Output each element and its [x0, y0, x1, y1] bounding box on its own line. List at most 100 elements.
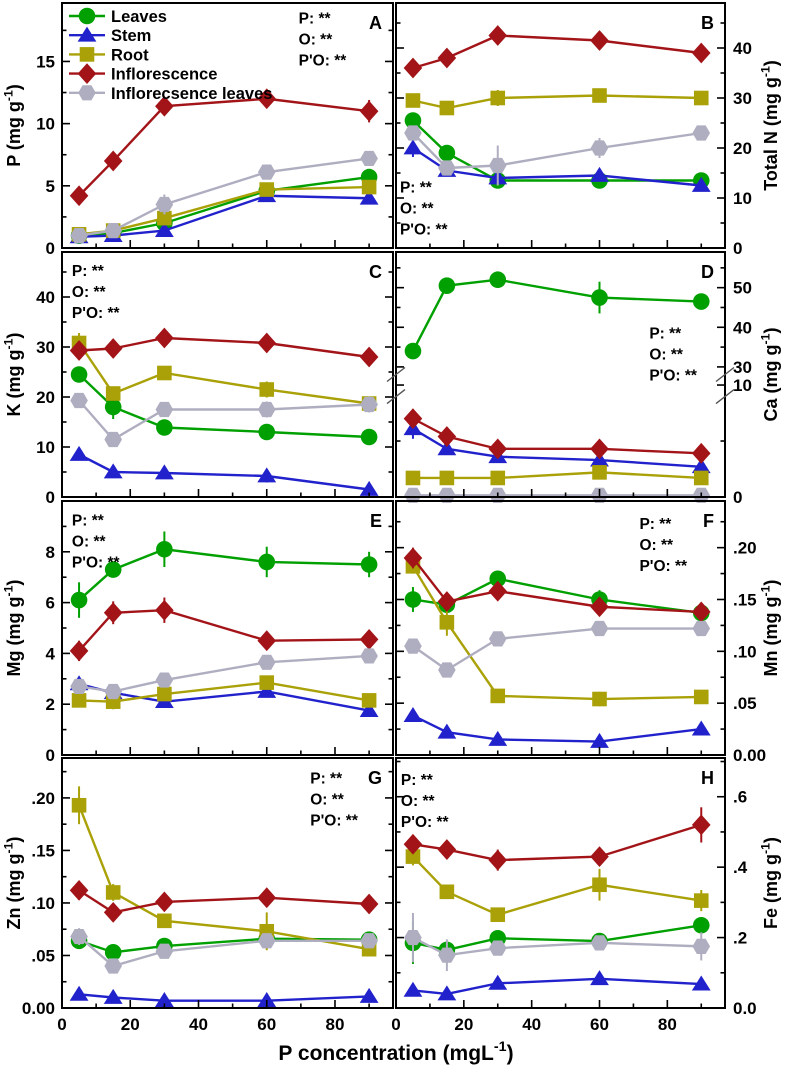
infl_leaves-marker	[692, 620, 711, 637]
y-tick-label: 0.00	[22, 999, 55, 1018]
y-tick-label: 10	[36, 438, 55, 457]
stats-annotation: P'O: **	[72, 305, 121, 322]
y-tick-label: 40	[733, 318, 752, 337]
leaves-marker	[70, 366, 88, 383]
root-legend-marker	[79, 47, 95, 62]
panel-letter: D	[701, 262, 714, 282]
infl_leaves-marker	[155, 196, 174, 213]
stats-annotation: P'O: **	[400, 221, 449, 238]
root-marker	[71, 693, 87, 708]
stem-marker	[103, 463, 123, 479]
stats-annotation: O: **	[310, 792, 345, 809]
infl_leaves-marker	[104, 431, 122, 448]
stem-marker	[103, 988, 123, 1004]
y-tick-label: 0	[46, 239, 55, 258]
inflorescence-marker	[590, 846, 609, 867]
stem-marker	[154, 464, 174, 480]
y-tick-label: 10	[733, 376, 752, 395]
root-marker	[157, 913, 172, 929]
x-tick-label: 60	[257, 1015, 276, 1034]
y-tick-label: 5	[46, 177, 55, 196]
inflorescence-marker	[257, 630, 277, 652]
root-marker	[259, 382, 275, 397]
panel-border	[61, 757, 394, 1009]
y-axis-title-A: P (mg g-1)	[1, 84, 24, 167]
y-tick-label: 6	[46, 594, 55, 613]
inflorescence-marker	[69, 185, 89, 207]
infl_leaves-marker	[70, 678, 88, 695]
inflorescence-marker	[103, 902, 123, 923]
inflorescence-series	[69, 327, 379, 368]
root-marker	[490, 90, 506, 106]
y-tick-label: 0	[46, 488, 55, 507]
stem-marker	[488, 974, 508, 990]
infl_leaves-series	[70, 392, 378, 448]
stats-annotation: O: **	[72, 284, 107, 301]
inflorescence-marker	[590, 30, 609, 51]
y-tick-label: .20	[31, 789, 55, 808]
inflorescence-series	[403, 807, 711, 871]
root-marker	[693, 689, 709, 705]
leaves-marker	[438, 144, 456, 162]
panel-border	[395, 757, 726, 1009]
stats-annotation: O: **	[649, 347, 684, 364]
panel-letter: B	[701, 13, 714, 33]
infl_leaves-marker	[257, 933, 276, 949]
infl_leaves-marker	[360, 150, 378, 167]
root-marker	[693, 893, 709, 908]
infl_leaves-marker	[590, 935, 609, 951]
root-marker	[259, 182, 275, 197]
root-marker	[105, 885, 121, 900]
panel-letter: E	[370, 511, 382, 531]
stem-marker	[437, 723, 457, 739]
y-axis-title-G: Zn (mg g-1)	[1, 837, 24, 930]
x-tick-label: 60	[590, 1015, 609, 1034]
infl_leaves-marker	[257, 401, 276, 418]
stats-annotation: P: **	[310, 771, 343, 788]
root-marker	[105, 386, 121, 401]
infl_leaves-series	[70, 928, 378, 974]
axis-break-mark	[715, 388, 735, 405]
infl_leaves-series	[70, 648, 378, 700]
inflorescence-marker	[437, 426, 457, 447]
inflorescence-legend-marker	[77, 63, 97, 84]
stem-series	[69, 445, 379, 496]
y-tick-label: .2	[733, 929, 747, 948]
leaves-marker	[489, 271, 507, 289]
leaves-marker	[692, 293, 710, 310]
infl_leaves-marker	[692, 125, 711, 141]
root-marker	[405, 849, 421, 864]
stem-marker	[257, 467, 277, 483]
panel-E: 0 2 4 6 8 P: ** O: ** P'O: ** E	[46, 500, 394, 765]
root-marker	[592, 877, 607, 893]
leaves-marker	[258, 423, 276, 441]
root-series	[405, 847, 709, 922]
root-marker	[157, 210, 172, 226]
infl_leaves-marker	[155, 943, 174, 959]
stem-marker	[359, 701, 379, 717]
root-marker	[693, 90, 709, 106]
root-marker	[361, 179, 377, 195]
stem-marker	[437, 440, 457, 456]
root-marker	[405, 93, 421, 108]
root-marker	[490, 470, 506, 486]
root-marker	[157, 365, 172, 381]
root-marker	[592, 88, 607, 103]
inflorescence-marker	[69, 640, 89, 662]
infl_leaves-marker	[404, 638, 422, 654]
y-tick-label: 30	[733, 89, 752, 108]
stem-marker	[359, 987, 379, 1003]
panel-border	[61, 2, 394, 249]
stem-marker	[359, 480, 379, 496]
leaves-marker	[591, 289, 608, 306]
infl_leaves-marker	[438, 662, 456, 678]
y-tick-label: 0	[733, 488, 742, 507]
leaves-legend-marker	[78, 7, 96, 25]
inflorescence-marker	[257, 88, 277, 110]
inflorescence-marker	[691, 814, 711, 836]
leaves-marker	[692, 916, 710, 934]
stats-annotation: P'O: **	[401, 814, 450, 831]
axis-break-mark	[715, 366, 735, 383]
